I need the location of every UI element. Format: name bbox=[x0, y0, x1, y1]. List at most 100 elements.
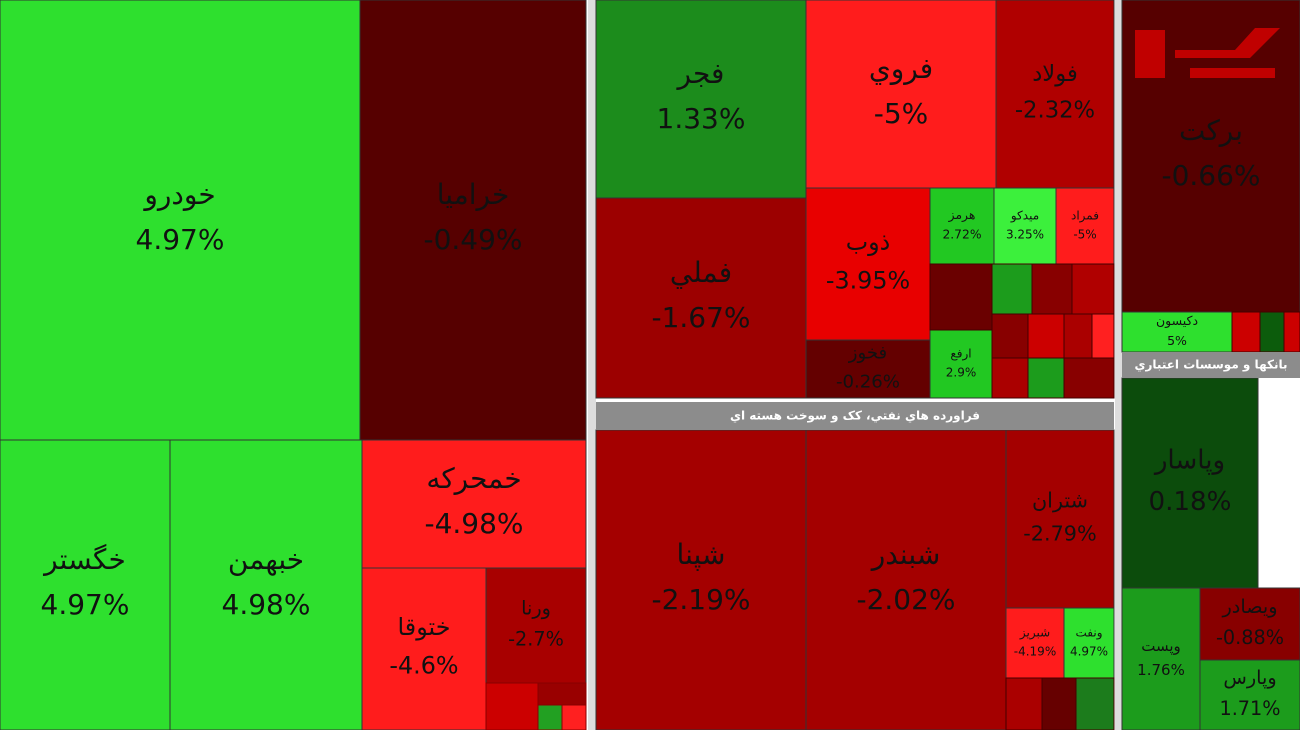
tile: وپاسار 0.18% bbox=[1121, 377, 1259, 589]
small-tile bbox=[1005, 677, 1043, 730]
small-tile bbox=[1075, 677, 1115, 730]
logo bbox=[1135, 28, 1280, 78]
tile: ميدکو 3.25% bbox=[993, 187, 1057, 265]
tile-change: -0.49% bbox=[423, 223, 522, 256]
tile: ارفع 2.9% bbox=[929, 329, 993, 399]
tile-change: -4.6% bbox=[389, 651, 458, 679]
tile-name: فجر bbox=[676, 57, 725, 90]
tile-change: 1.76% bbox=[1137, 661, 1185, 679]
tile: شبندر -2.02% bbox=[805, 429, 1007, 730]
tile-name: خمحرکه bbox=[426, 462, 521, 495]
tile-name: ميدکو bbox=[1010, 208, 1039, 223]
tile-box bbox=[805, 339, 931, 399]
tile-box bbox=[805, 429, 1007, 730]
tile-name: ختوقا bbox=[398, 613, 451, 641]
tile-change: -2.19% bbox=[651, 583, 750, 616]
tile-change: -3.95% bbox=[826, 266, 910, 294]
tile: ونفت 4.97% bbox=[1063, 607, 1115, 679]
tile-box bbox=[1005, 607, 1065, 679]
tile-change: -5% bbox=[1073, 228, 1096, 242]
small-tile bbox=[485, 682, 539, 730]
small-tile bbox=[929, 263, 993, 331]
tile: خبهمن 4.98% bbox=[169, 439, 363, 730]
sector-title: بانکها و موسسات اعتباري bbox=[1135, 358, 1288, 373]
tile-name: فملي bbox=[670, 256, 732, 289]
tile: هرمز 2.72% bbox=[929, 187, 995, 265]
tile: خراميا -0.49% bbox=[359, 0, 587, 441]
tile-box bbox=[1005, 429, 1115, 609]
tile-name: خراميا bbox=[437, 178, 510, 211]
tile-name: فمراد bbox=[1071, 208, 1099, 223]
tile: ختوقا -4.6% bbox=[361, 567, 487, 730]
small-tile bbox=[991, 357, 1029, 399]
tile-box bbox=[485, 567, 587, 684]
tile-name: ويصادر bbox=[1222, 595, 1278, 618]
small-tile bbox=[1283, 311, 1300, 353]
tile-change: -2.79% bbox=[1023, 522, 1096, 546]
tile-name: ارفع bbox=[950, 346, 971, 361]
tile-box bbox=[1121, 311, 1233, 353]
tile-name: شبندر bbox=[870, 538, 941, 571]
tile-name: برکت bbox=[1179, 114, 1243, 147]
tile-change: -4.98% bbox=[424, 507, 523, 540]
small-tiles bbox=[485, 263, 1300, 730]
tile-name: شتران bbox=[1032, 488, 1088, 512]
tile: ورنا -2.7% bbox=[485, 567, 587, 684]
tile-box bbox=[995, 0, 1115, 189]
tile-name: ذوب bbox=[846, 228, 891, 256]
tile: شپنا -2.19% bbox=[595, 429, 807, 730]
small-tile bbox=[1031, 263, 1073, 315]
small-tile bbox=[991, 313, 1029, 359]
tile-change: 1.71% bbox=[1219, 697, 1280, 720]
divider bbox=[588, 0, 596, 730]
tile: فملي -1.67% bbox=[595, 197, 807, 399]
tile: ويصادر -0.88% bbox=[1199, 587, 1300, 661]
tile-name: خبهمن bbox=[228, 543, 304, 576]
tile-box bbox=[805, 0, 997, 189]
tile-name: وپست bbox=[1141, 637, 1181, 656]
tile-box bbox=[929, 329, 993, 399]
tile-change: 2.9% bbox=[946, 366, 977, 380]
tile-change: 1.33% bbox=[657, 102, 746, 135]
tile-change: -2.7% bbox=[508, 627, 564, 650]
tile-box bbox=[359, 0, 587, 441]
divider bbox=[1115, 0, 1122, 730]
small-tile bbox=[1027, 357, 1065, 399]
tile-name: دکيسون bbox=[1156, 313, 1198, 329]
tile: فخوز -0.26% bbox=[805, 339, 931, 399]
tile-name: هرمز bbox=[948, 208, 976, 223]
tile-box bbox=[1121, 377, 1259, 589]
tile-box bbox=[0, 0, 361, 441]
tile-change: -1.67% bbox=[651, 301, 750, 334]
small-tile bbox=[1027, 313, 1065, 359]
tile-box bbox=[1199, 659, 1300, 730]
tile-box bbox=[595, 429, 807, 730]
tile: خگستر 4.97% bbox=[0, 439, 171, 730]
small-tile bbox=[1071, 263, 1115, 315]
tile: فولاد -2.32% bbox=[995, 0, 1115, 189]
small-tile bbox=[1063, 357, 1115, 399]
tile: فروي -5% bbox=[805, 0, 997, 189]
tile-name: خگستر bbox=[42, 543, 126, 576]
tile-name: خودرو bbox=[142, 178, 215, 211]
tile-change: 4.97% bbox=[136, 223, 225, 256]
tile: فجر 1.33% bbox=[595, 0, 807, 199]
tile: ذوب -3.95% bbox=[805, 187, 931, 341]
tile-box bbox=[0, 439, 171, 730]
tile-box bbox=[1063, 607, 1115, 679]
tile-change: -0.88% bbox=[1216, 626, 1284, 649]
tile-name: ونفت bbox=[1076, 625, 1103, 640]
tile-box bbox=[1121, 587, 1201, 730]
small-tile bbox=[1041, 677, 1077, 730]
tile: خمحرکه -4.98% bbox=[361, 439, 587, 569]
small-tile bbox=[561, 704, 587, 730]
small-tile bbox=[1231, 311, 1261, 353]
tile-box bbox=[595, 0, 807, 199]
sector-title: فراورده هاي نفتي، كک و سوخت هسته اي bbox=[730, 409, 980, 424]
tile-name: ورنا bbox=[521, 597, 551, 620]
tile-box bbox=[361, 567, 487, 730]
tile-box bbox=[993, 187, 1057, 265]
small-tile bbox=[1063, 313, 1093, 359]
tile-change: -5% bbox=[874, 97, 929, 130]
